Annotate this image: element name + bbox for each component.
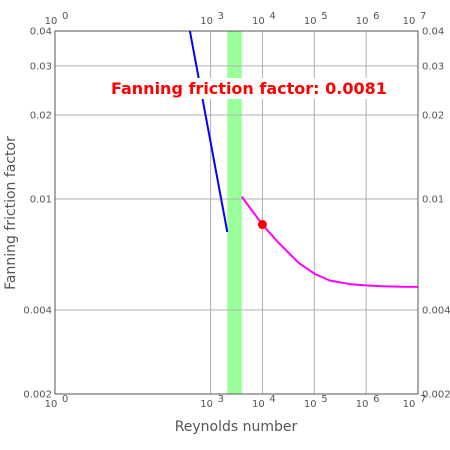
x-tick-label-top-0: 10 <box>45 16 58 27</box>
x-tick-exponent-bottom-1: 3 <box>218 394 224 405</box>
x-tick-exponent-bottom-3: 5 <box>321 394 327 405</box>
x-tick-label-bottom-3: 10 <box>304 399 317 410</box>
series-group <box>188 30 419 288</box>
x-tick-exponent-top-4: 6 <box>373 11 379 22</box>
series-line-0 <box>188 30 229 233</box>
y-tick-label-right-4: 0.004 <box>422 306 450 317</box>
y-tick-label-left-5: 0.002 <box>23 390 52 401</box>
x-tick-exponent-bottom-4: 6 <box>373 394 379 405</box>
x-tick-exponent-top-5: 7 <box>420 11 426 22</box>
x-tick-label-bottom-4: 10 <box>356 399 369 410</box>
y-tick-label-right-2: 0.02 <box>422 110 444 121</box>
x-axis-label: Reynolds number <box>175 419 298 435</box>
x-tick-exponent-top-0: 0 <box>62 11 68 22</box>
x-tick-label-bottom-0: 10 <box>45 399 58 410</box>
x-tick-exponent-top-3: 5 <box>321 11 327 22</box>
y-tick-label-left-0: 0.04 <box>30 27 52 38</box>
x-tick-exponent-top-2: 4 <box>269 11 275 22</box>
tick-labels: 10 0 10 0 10 3 10 3 10 4 10 4 10 5 10 5 10 6 10 6 10 7 10 7 0.04… <box>23 11 450 410</box>
x-tick-exponent-bottom-2: 4 <box>269 394 275 405</box>
x-tick-label-bottom-5: 10 <box>403 399 416 410</box>
x-tick-exponent-bottom-0: 0 <box>62 394 68 405</box>
operating-point-marker <box>257 220 267 230</box>
x-tick-label-top-5: 10 <box>403 16 416 27</box>
y-tick-label-left-3: 0.01 <box>30 194 52 205</box>
y-tick-label-left-1: 0.03 <box>30 61 52 72</box>
y-tick-label-left-4: 0.004 <box>23 306 52 317</box>
x-tick-exponent-bottom-5: 7 <box>420 394 426 405</box>
x-tick-label-top-4: 10 <box>356 16 369 27</box>
annotation-text: Fanning friction factor: 0.0081 <box>111 79 387 98</box>
y-tick-label-right-1: 0.03 <box>422 61 444 72</box>
x-tick-label-bottom-1: 10 <box>200 399 213 410</box>
x-tick-exponent-top-1: 3 <box>218 11 224 22</box>
transition-region-band <box>227 31 242 394</box>
y-tick-label-right-5: 0.002 <box>422 390 450 401</box>
x-tick-label-bottom-2: 10 <box>252 399 265 410</box>
x-tick-label-top-2: 10 <box>252 16 265 27</box>
y-tick-label-left-2: 0.02 <box>30 110 52 121</box>
y-tick-label-right-0: 0.04 <box>422 27 444 38</box>
plot-frame <box>54 30 419 395</box>
x-tick-label-top-3: 10 <box>304 16 317 27</box>
x-tick-label-top-1: 10 <box>200 16 213 27</box>
annotation-background <box>109 78 389 99</box>
y-tick-label-right-3: 0.01 <box>422 194 444 205</box>
y-axis-label: Fanning friction factor <box>3 136 19 290</box>
